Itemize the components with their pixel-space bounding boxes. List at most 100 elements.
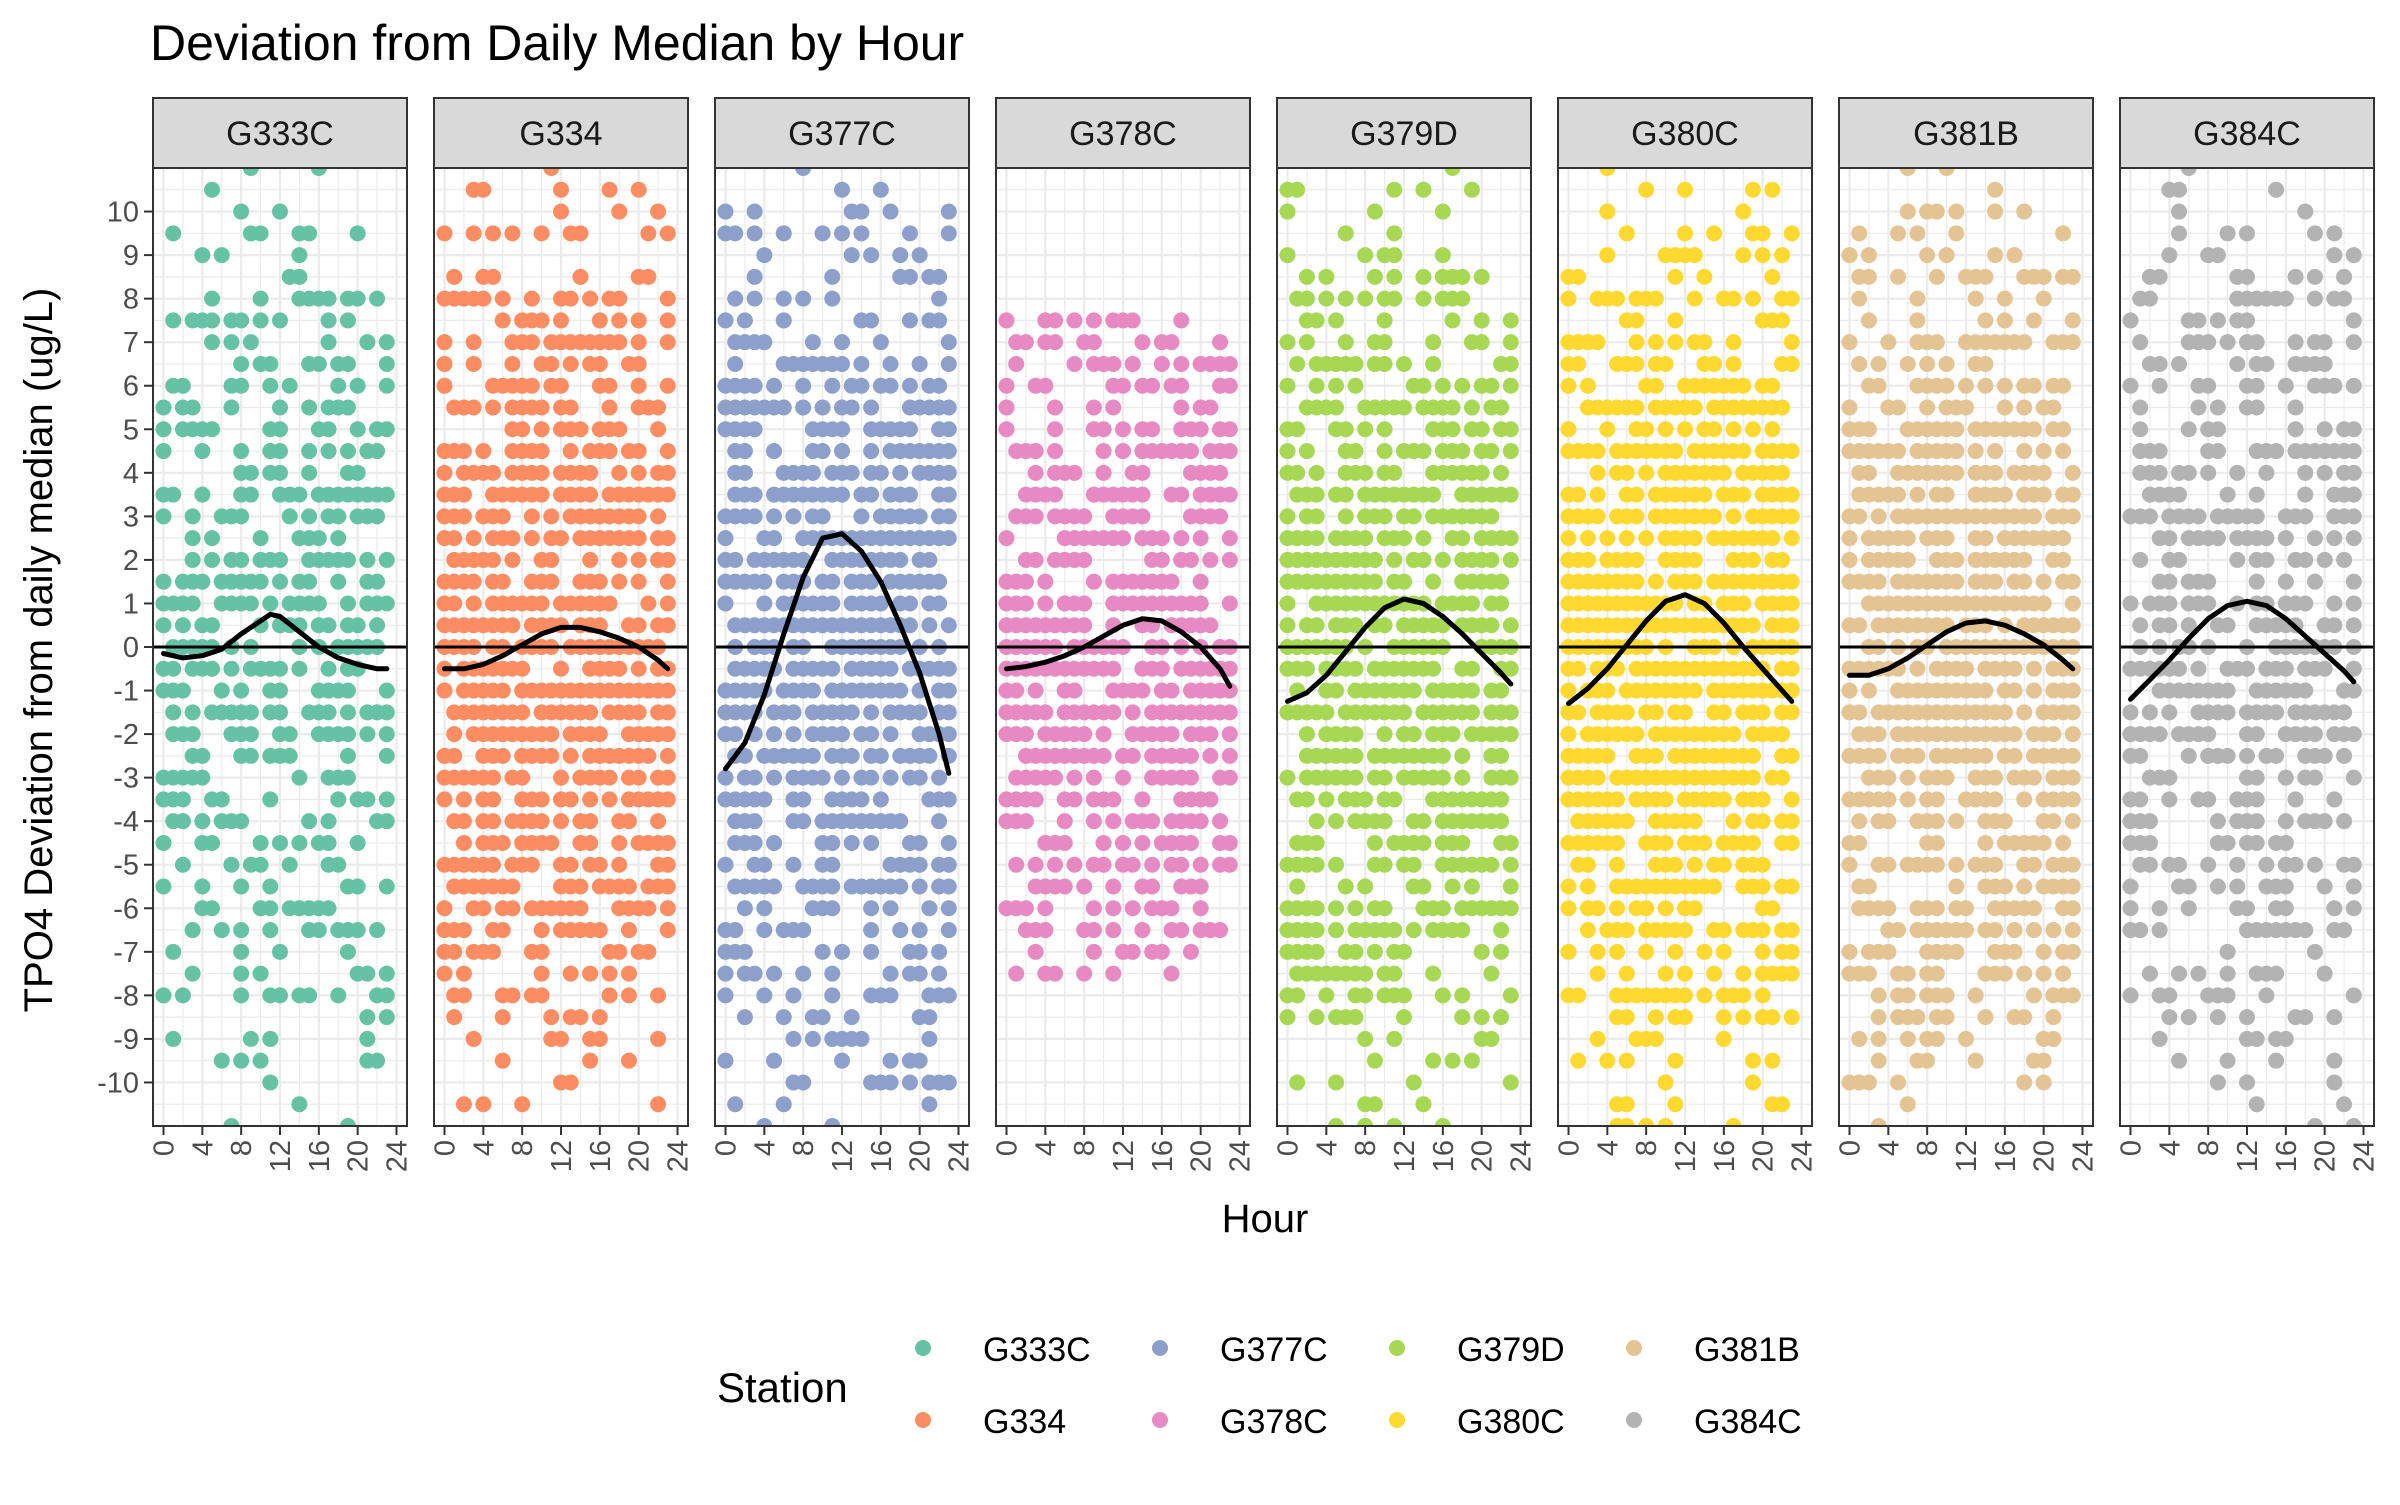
data-point — [582, 486, 599, 503]
data-point — [543, 168, 560, 176]
data-point — [1880, 813, 1897, 830]
data-point — [1677, 987, 1693, 1004]
data-point — [242, 486, 259, 503]
data-point — [174, 856, 191, 873]
data-point — [2200, 726, 2217, 743]
data-point — [2336, 747, 2353, 764]
legend-key — [915, 1340, 931, 1356]
data-point — [1628, 355, 1645, 372]
data-point — [824, 290, 841, 307]
data-point — [233, 1052, 250, 1069]
data-point — [204, 660, 221, 677]
data-point — [1764, 181, 1781, 198]
x-tick-label: 16 — [304, 1140, 336, 1172]
data-point — [1502, 856, 1519, 873]
data-point — [1454, 769, 1471, 786]
data-point — [1396, 399, 1412, 416]
x-axis: 0 4 8 12 16 20 24 — [992, 1126, 1257, 1172]
data-point — [1483, 1030, 1500, 1047]
data-point — [2035, 268, 2052, 285]
data-point — [1599, 247, 1616, 264]
data-point — [301, 464, 318, 481]
data-point — [174, 791, 191, 808]
data-point — [1347, 900, 1364, 917]
data-point — [184, 399, 201, 416]
data-point — [1638, 900, 1655, 917]
data-point — [1444, 878, 1461, 895]
facet-strip — [714, 97, 970, 169]
data-point — [1308, 617, 1325, 634]
data-point — [1628, 573, 1645, 590]
data-point — [1735, 965, 1752, 982]
data-point — [310, 530, 327, 547]
data-point — [339, 682, 356, 699]
data-point — [1192, 421, 1209, 438]
data-point — [1308, 464, 1325, 481]
data-point — [2025, 377, 2042, 394]
data-point — [1890, 225, 1907, 242]
data-point — [2287, 421, 2304, 438]
data-point — [998, 530, 1015, 547]
data-point — [736, 900, 753, 917]
data-point — [1560, 682, 1577, 699]
data-point — [1415, 181, 1432, 198]
data-point — [1647, 290, 1664, 307]
data-point — [465, 595, 482, 612]
data-point — [1085, 334, 1102, 351]
data-point — [1192, 900, 1209, 917]
data-point — [1444, 726, 1461, 743]
data-point — [940, 704, 957, 721]
data-point — [233, 813, 250, 830]
data-point — [1221, 530, 1238, 547]
data-point — [1948, 551, 1965, 568]
data-point — [1376, 312, 1393, 329]
data-point — [882, 987, 899, 1004]
data-point — [1996, 290, 2013, 307]
data-point — [601, 965, 618, 982]
data-point — [940, 617, 957, 634]
data-point — [1386, 247, 1403, 264]
data-point — [291, 769, 308, 786]
data-point — [213, 922, 230, 939]
data-point — [465, 573, 482, 590]
data-point — [1396, 704, 1412, 721]
data-point — [1647, 747, 1664, 764]
data-point — [1754, 704, 1771, 721]
data-point — [1076, 965, 1093, 982]
data-point — [659, 464, 676, 481]
data-point — [1987, 791, 2004, 808]
data-point — [455, 813, 472, 830]
data-point — [455, 508, 472, 525]
data-point — [1493, 399, 1510, 416]
x-tick-label: 8 — [507, 1140, 539, 1156]
data-point — [756, 856, 773, 873]
data-point — [1017, 334, 1034, 351]
data-point — [301, 508, 318, 525]
x-tick-label: 24 — [382, 1140, 414, 1172]
data-point — [2064, 726, 2081, 743]
data-point — [485, 813, 502, 830]
data-point — [1579, 377, 1596, 394]
data-point — [1570, 1052, 1587, 1069]
data-point — [1076, 508, 1093, 525]
data-point — [1774, 399, 1791, 416]
data-point — [1570, 987, 1587, 1004]
data-point — [1783, 225, 1800, 242]
data-point — [1987, 443, 2004, 460]
data-point — [1502, 486, 1519, 503]
data-point — [2016, 443, 2033, 460]
data-point — [1037, 704, 1054, 721]
data-point — [1860, 1074, 1877, 1091]
data-point — [611, 464, 628, 481]
data-point — [630, 573, 647, 590]
data-point — [882, 726, 899, 743]
data-point — [436, 464, 453, 481]
data-point — [514, 421, 531, 438]
data-point — [1289, 878, 1306, 895]
data-point — [2297, 922, 2314, 939]
data-point — [814, 943, 831, 960]
data-point — [494, 747, 511, 764]
smooth-trend-line — [161, 611, 390, 672]
data-point — [659, 856, 676, 873]
